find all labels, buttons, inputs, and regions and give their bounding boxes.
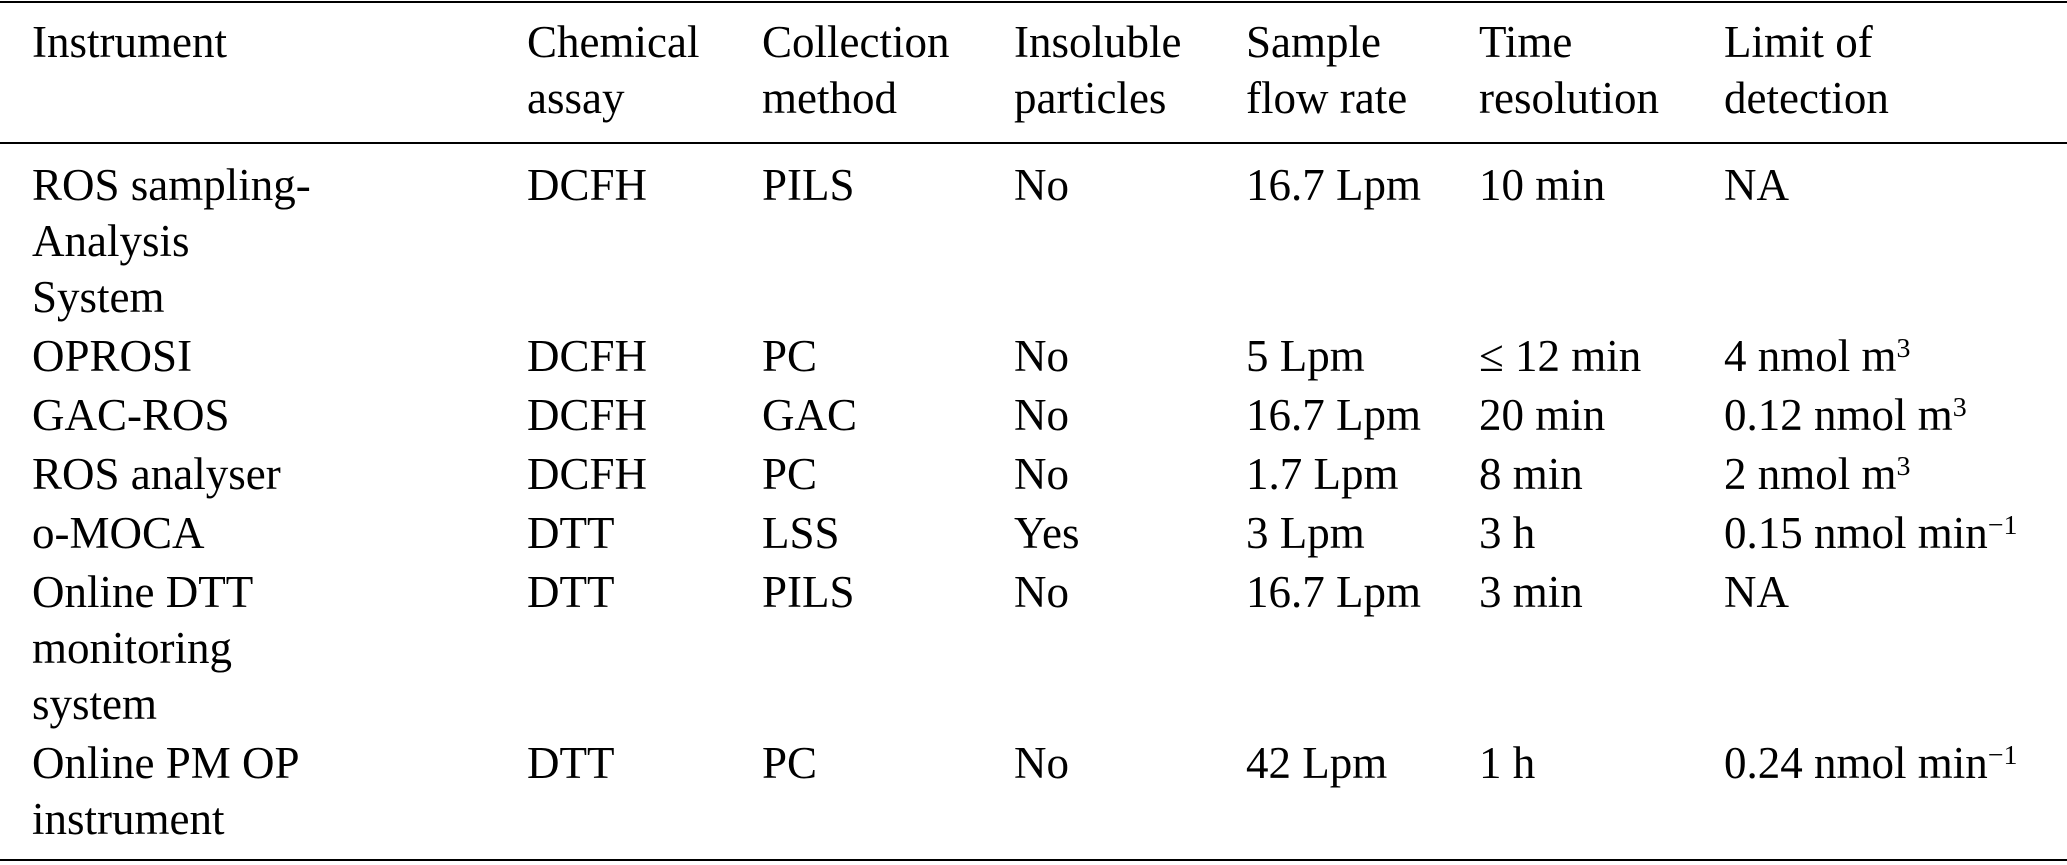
cell-limit-of-detection: 4 nmol m3 [1724,328,2067,384]
cell-collection-method: PC [762,331,818,381]
cell-chemical-assay: DTT [527,738,615,788]
table-header-row: Instrument Chemical assay Collection met… [0,3,2067,144]
lod-exponent: 3 [1952,391,1967,423]
cell-collection-method: PILS [762,160,855,210]
cell-sample-flow-rate: 16.7 Lpm [1246,390,1421,440]
cell-collection-method: LSS [762,508,840,558]
table-row: OPROSI DCFH PC No 5 Lpm ≤ 12 min 4 nmol … [0,325,2067,384]
cell-chemical-assay: DCFH [527,160,648,210]
lod-exponent: −1 [1987,509,2018,541]
cell-insoluble-particles: No [1014,160,1069,210]
cell-sample-flow-rate: 5 Lpm [1246,331,1365,381]
column-header-chemical-assay: Chemical assay [527,17,700,123]
cell-time-resolution: 8 min [1479,449,1583,499]
cell-chemical-assay: DTT [527,508,615,558]
cell-time-resolution: 3 min [1479,567,1583,617]
cell-collection-method: GAC [762,390,858,440]
cell-time-resolution: 3 h [1479,508,1536,558]
lod-exponent: 3 [1896,332,1911,364]
cell-sample-flow-rate: 1.7 Lpm [1246,449,1399,499]
cell-instrument: ROS sampling- Analysis System [32,160,311,322]
lod-value: 2 nmol m [1724,449,1897,499]
cell-limit-of-detection: 0.24 nmol min−1 [1724,735,2067,847]
cell-limit-of-detection: NA [1724,564,2067,732]
table-row: ROS analyser DCFH PC No 1.7 Lpm 8 min 2 … [0,443,2067,502]
table-row: Online PM OP instrument DTT PC No 42 Lpm… [0,732,2067,859]
table-row: GAC-ROS DCFH GAC No 16.7 Lpm 20 min 0.12… [0,384,2067,443]
cell-instrument: Online PM OP instrument [32,738,300,844]
cell-sample-flow-rate: 16.7 Lpm [1246,567,1421,617]
cell-chemical-assay: DCFH [527,449,648,499]
cell-sample-flow-rate: 16.7 Lpm [1246,160,1421,210]
cell-chemical-assay: DCFH [527,390,648,440]
cell-insoluble-particles: No [1014,567,1069,617]
cell-limit-of-detection: 0.12 nmol m3 [1724,387,2067,443]
cell-limit-of-detection: 0.15 nmol min−1 [1724,505,2067,561]
cell-sample-flow-rate: 3 Lpm [1246,508,1365,558]
cell-insoluble-particles: No [1014,390,1069,440]
lod-exponent: −1 [1987,739,2018,771]
lod-value: 4 nmol m [1724,331,1897,381]
column-header-limit-of-detection: Limit of detection [1724,17,1889,123]
column-header-time-resolution: Time resolution [1479,17,1659,123]
cell-chemical-assay: DCFH [527,331,648,381]
cell-instrument: o-MOCA [32,508,205,558]
cell-insoluble-particles: Yes [1014,508,1080,558]
lod-value: 0.12 nmol m [1724,390,1953,440]
cell-time-resolution: ≤ 12 min [1479,331,1642,381]
cell-instrument: Online DTT monitoring system [32,567,254,729]
cell-time-resolution: 20 min [1479,390,1606,440]
column-header-collection-method: Collection method [762,17,950,123]
table-row: ROS sampling- Analysis System DCFH PILS … [0,144,2067,325]
column-header-instrument: Instrument [32,17,227,67]
cell-limit-of-detection: 2 nmol m3 [1724,446,2067,502]
lod-exponent: 3 [1896,450,1911,482]
cell-time-resolution: 10 min [1479,160,1606,210]
cell-instrument: GAC-ROS [32,390,230,440]
cell-sample-flow-rate: 42 Lpm [1246,738,1388,788]
cell-collection-method: PC [762,738,818,788]
cell-chemical-assay: DTT [527,567,615,617]
lod-value: NA [1724,160,1789,210]
cell-collection-method: PILS [762,567,855,617]
cell-insoluble-particles: No [1014,449,1069,499]
cell-collection-method: PC [762,449,818,499]
cell-instrument: OPROSI [32,331,193,381]
cell-instrument: ROS analyser [32,449,281,499]
lod-value: 0.24 nmol min [1724,738,1988,788]
cell-limit-of-detection: NA [1724,157,2067,325]
column-header-insoluble-particles: Insoluble particles [1014,17,1182,123]
lod-value: 0.15 nmol min [1724,508,1988,558]
table-row: Online DTT monitoring system DTT PILS No… [0,561,2067,732]
table-row: o-MOCA DTT LSS Yes 3 Lpm 3 h 0.15 nmol m… [0,502,2067,561]
cell-insoluble-particles: No [1014,331,1069,381]
column-header-sample-flow-rate: Sample flow rate [1246,17,1408,123]
cell-time-resolution: 1 h [1479,738,1536,788]
lod-value: NA [1724,567,1789,617]
cell-insoluble-particles: No [1014,738,1069,788]
